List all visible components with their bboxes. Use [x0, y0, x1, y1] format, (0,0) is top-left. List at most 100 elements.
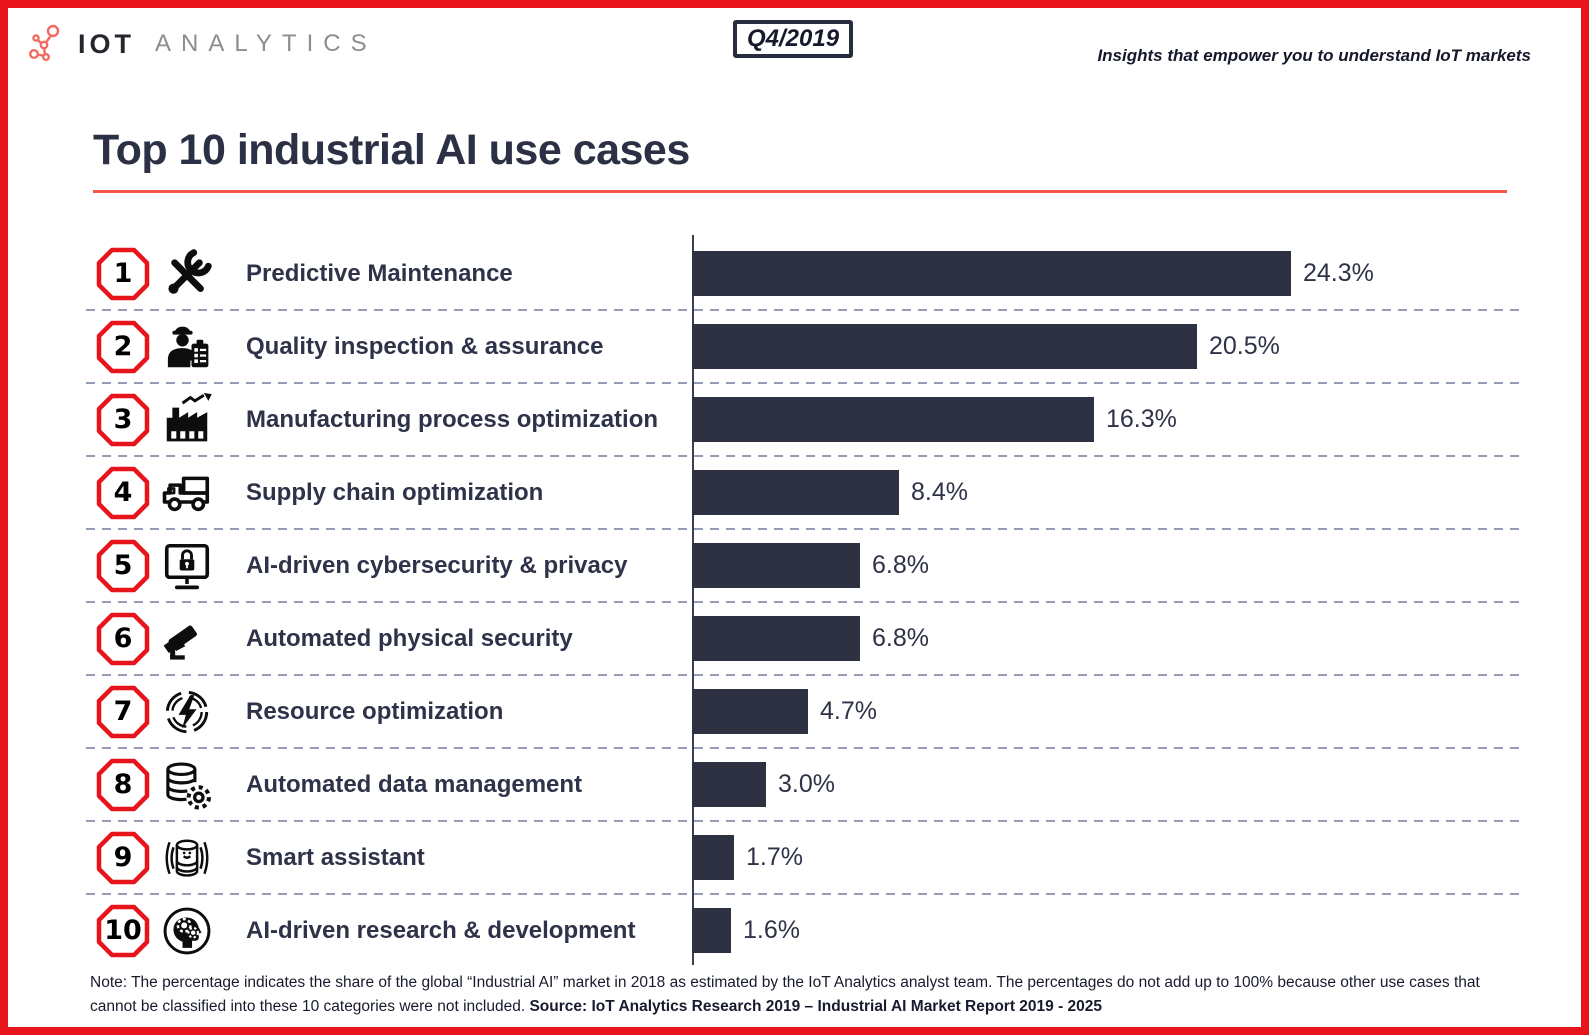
- octagon-icon: [96, 904, 150, 957]
- smart-speaker-icon: [160, 831, 214, 885]
- rank-octagon-badge: 6: [96, 612, 150, 666]
- rank-number: 6: [113, 623, 133, 654]
- use-case-label: Smart assistant: [246, 843, 425, 871]
- rank-number: 10: [104, 915, 142, 946]
- chart-row: 6 Automated physical security 6.8%: [86, 602, 1525, 676]
- head-gears-icon: [160, 904, 214, 958]
- octagon-icon: [96, 758, 150, 811]
- value-label: 6.8%: [872, 551, 929, 579]
- monitor-lock-icon: [160, 539, 214, 593]
- network-nodes-icon: [29, 24, 60, 62]
- rank-octagon-badge: 7: [96, 685, 150, 739]
- chart-row: 3 Manufacturing process optimization 16.…: [86, 383, 1525, 457]
- rank-octagon-badge: 3: [96, 393, 150, 447]
- use-case-label: Automated physical security: [246, 624, 573, 652]
- rank-octagon-badge: 10: [96, 904, 150, 958]
- rank-octagon-badge: 1: [96, 247, 150, 301]
- value-label: 1.6%: [743, 916, 800, 944]
- truck-icon: [160, 466, 214, 520]
- value-label: 4.7%: [820, 697, 877, 725]
- rank-number: 8: [113, 769, 133, 800]
- dashed-separator: [86, 893, 1525, 895]
- dashed-separator: [86, 309, 1525, 311]
- dashed-separator: [86, 382, 1525, 384]
- octagon-icon: [96, 612, 150, 665]
- chart-axis-line: [692, 235, 694, 965]
- bar: [692, 543, 860, 588]
- value-label: 1.7%: [746, 843, 803, 871]
- brand-primary-text: IOT: [78, 28, 135, 59]
- database-gear-icon: [160, 758, 214, 812]
- rank-number: 1: [113, 258, 133, 289]
- chart-rows: 1 Predictive Maintenance 24.3% 2 Quality…: [86, 237, 1525, 967]
- rank-octagon-badge: 2: [96, 320, 150, 374]
- octagon-icon: [96, 466, 150, 519]
- use-case-label: Predictive Maintenance: [246, 259, 513, 287]
- dashed-separator: [86, 674, 1525, 676]
- dashed-separator: [86, 601, 1525, 603]
- rank-octagon-badge: 9: [96, 831, 150, 885]
- chart-row: 8 Automated data management 3.0%: [86, 748, 1525, 822]
- octagon-icon: [96, 831, 150, 884]
- value-label: 8.4%: [911, 478, 968, 506]
- rank-octagon-badge: 4: [96, 466, 150, 520]
- tools-icon: [160, 247, 214, 301]
- dashed-separator: [86, 528, 1525, 530]
- octagon-icon: [96, 247, 150, 300]
- iot-analytics-logo: IOT ANALYTICS: [28, 22, 377, 66]
- rank-number: 4: [113, 477, 133, 508]
- rank-number: 3: [113, 404, 133, 435]
- footnote: Note: The percentage indicates the share…: [90, 971, 1511, 1019]
- bar: [692, 397, 1094, 442]
- rank-number: 2: [113, 331, 133, 362]
- page-title: Top 10 industrial AI use cases: [93, 126, 690, 174]
- bar: [692, 324, 1197, 369]
- octagon-icon: [96, 320, 150, 373]
- chart-row: 4 Supply chain optimization 8.4%: [86, 456, 1525, 530]
- chart-row: 5 AI-driven cybersecurity & privacy 6.8%: [86, 529, 1525, 603]
- use-case-label: AI-driven research & development: [246, 916, 636, 944]
- cctv-camera-icon: [160, 612, 214, 666]
- use-case-label: Resource optimization: [246, 697, 504, 725]
- tagline: Insights that empower you to understand …: [1097, 46, 1531, 65]
- value-label: 20.5%: [1209, 332, 1280, 360]
- chart-row: 1 Predictive Maintenance 24.3%: [86, 237, 1525, 311]
- use-case-label: Quality inspection & assurance: [246, 332, 604, 360]
- rank-octagon-badge: 8: [96, 758, 150, 812]
- rank-number: 5: [113, 550, 133, 581]
- quality-inspector-icon: [160, 320, 214, 374]
- energy-bolt-icon: [160, 685, 214, 739]
- octagon-icon: [96, 685, 150, 738]
- chart-row: 10 AI-driven research & development 1.6%: [86, 894, 1525, 967]
- bar: [692, 908, 731, 953]
- value-label: 16.3%: [1106, 405, 1177, 433]
- value-label: 6.8%: [872, 624, 929, 652]
- value-label: 3.0%: [778, 770, 835, 798]
- dashed-separator: [86, 455, 1525, 457]
- octagon-icon: [96, 393, 150, 446]
- dashed-separator: [86, 820, 1525, 822]
- title-underline: [93, 190, 1507, 193]
- bar-chart: 1 Predictive Maintenance 24.3% 2 Quality…: [86, 235, 1525, 967]
- use-case-label: Manufacturing process optimization: [246, 405, 659, 433]
- bar: [692, 835, 734, 880]
- title-block: Top 10 industrial AI use cases: [93, 126, 1507, 193]
- bar: [692, 616, 860, 661]
- use-case-label: AI-driven cybersecurity & privacy: [246, 551, 628, 579]
- brand-secondary-text: ANALYTICS: [155, 30, 377, 57]
- source-text: Source: IoT Analytics Research 2019 – In…: [529, 998, 1103, 1016]
- dashed-separator: [86, 747, 1525, 749]
- period-badge: Q4/2019: [733, 20, 854, 58]
- use-case-label: Automated data management: [246, 770, 583, 798]
- bar: [692, 762, 766, 807]
- bar: [692, 689, 808, 734]
- use-case-label: Supply chain optimization: [246, 478, 544, 506]
- chart-row: 9 Smart assistant 1.7%: [86, 821, 1525, 895]
- footnote-text: Note: The percentage indicates the share…: [90, 974, 1480, 1016]
- rank-number: 9: [113, 842, 133, 873]
- factory-icon: [160, 392, 214, 447]
- rank-octagon-badge: 5: [96, 539, 150, 593]
- rank-number: 7: [113, 696, 133, 727]
- chart-row: 2 Quality inspection & assurance 20.5%: [86, 310, 1525, 384]
